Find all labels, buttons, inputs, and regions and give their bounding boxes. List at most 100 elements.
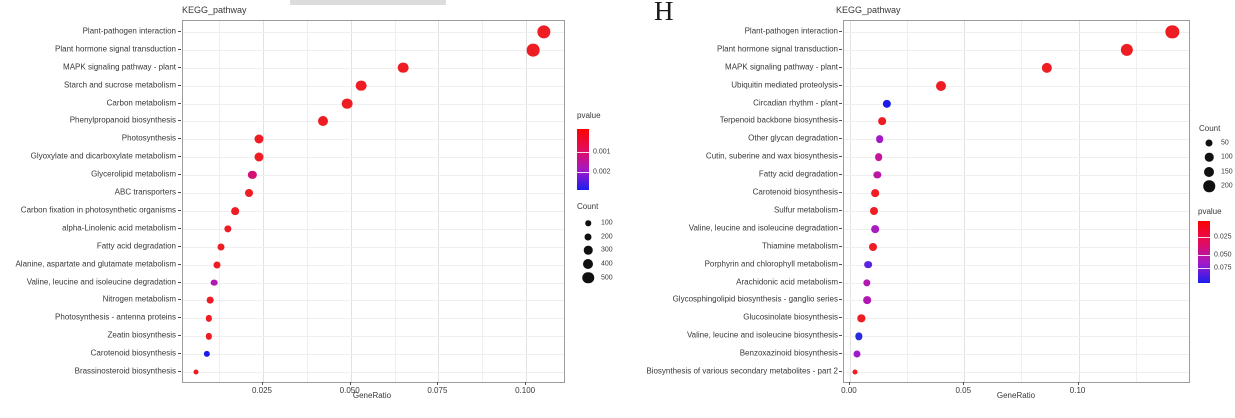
x-axis-tick-label: 0.075: [427, 386, 448, 395]
y-axis-label: Other glycan degradation: [748, 133, 838, 143]
data-point: [1041, 62, 1052, 73]
pvalue-colorbar: [577, 129, 589, 190]
y-axis-label: Valine, leucine and isoleucine degradati…: [26, 277, 176, 287]
x-axis-label-left: GeneRatio: [352, 391, 392, 400]
y-axis-tick: [839, 192, 842, 194]
data-point: [526, 43, 540, 57]
y-axis-tick: [839, 299, 842, 301]
data-point: [878, 117, 886, 126]
gridline-horizontal: [183, 85, 564, 87]
data-point: [244, 189, 253, 198]
legend-count-title-right: Count: [1199, 124, 1221, 133]
x-axis-tick-label: 0.100: [515, 386, 536, 395]
x-axis-tick-label: 0.10: [1069, 386, 1086, 395]
gridline-horizontal: [183, 228, 564, 230]
gridline-horizontal: [844, 354, 1189, 356]
y-axis-label: Fatty acid degradation: [758, 169, 838, 179]
gridline-horizontal: [183, 49, 564, 51]
count-legend-dot: [1204, 153, 1214, 162]
data-point: [873, 171, 882, 179]
gridline-horizontal: [183, 121, 564, 123]
y-axis-tick: [839, 263, 842, 265]
y-axis-tick: [178, 66, 181, 68]
y-axis-label: Terpenoid backbone biosynthesis: [719, 115, 838, 125]
pvalue-colorbar-tick: [577, 171, 589, 173]
y-axis-tick: [178, 174, 181, 176]
gridline-horizontal: [844, 210, 1189, 212]
gridline-minor-vertical: [394, 21, 396, 382]
count-legend-label: 100: [601, 219, 613, 227]
x-axis-tick-label: 0.050: [339, 386, 360, 395]
y-axis-label: Benzoxazinoid biosynthesis: [739, 348, 838, 358]
pvalue-colorbar-tick: [1198, 255, 1210, 257]
y-axis-tick: [839, 120, 842, 122]
y-axis-label: Thiamine metabolism: [761, 241, 838, 251]
y-axis-label: Cutin, suberine and wax biosynthesis: [705, 151, 838, 161]
y-axis-label: Carotenoid biosynthesis: [752, 187, 838, 197]
gridline-major-vertical: [526, 21, 528, 382]
gridline-horizontal: [183, 193, 564, 195]
count-legend-label: 400: [601, 260, 613, 268]
gridline-horizontal: [844, 85, 1189, 87]
count-legend-label: 300: [601, 246, 613, 254]
gridline-horizontal: [844, 372, 1189, 373]
y-axis-label: Photosynthesis - antenna proteins: [55, 312, 176, 322]
y-axis-tick: [178, 138, 181, 140]
gridline-horizontal: [844, 157, 1189, 159]
x-axis-tick: [261, 382, 263, 385]
gridline-minor-vertical: [306, 21, 308, 382]
data-point: [317, 116, 328, 127]
data-point: [217, 243, 225, 251]
count-legend-dot: [585, 220, 591, 226]
y-axis-label: Plant-pathogen interaction: [82, 26, 176, 36]
data-point: [207, 297, 214, 304]
pvalue-colorbar: [1198, 221, 1210, 283]
y-axis-tick: [839, 317, 842, 319]
count-legend-label: 200: [1221, 182, 1233, 190]
y-axis-label: Fatty acid degradation: [96, 241, 176, 251]
pvalue-colorbar-tick-label: 0.001: [593, 148, 611, 156]
gridline-horizontal: [183, 372, 564, 373]
y-axis-label: alpha-Linolenic acid metabolism: [62, 223, 176, 233]
y-axis-tick: [839, 102, 842, 104]
y-axis-label: Carbon fixation in photosynthetic organi…: [20, 205, 176, 215]
x-axis-tick: [848, 382, 850, 385]
panel-label-h: H: [654, 0, 674, 26]
x-axis-tick: [437, 382, 439, 385]
gridline-horizontal: [844, 121, 1189, 123]
gridline-horizontal: [844, 318, 1189, 320]
y-axis-label: Valine, leucine and isoleucine biosynthe…: [686, 330, 838, 340]
data-point: [1120, 43, 1133, 57]
gridline-horizontal: [844, 49, 1189, 51]
y-axis-tick: [839, 31, 842, 32]
pvalue-colorbar-tick-label: 0.025: [1214, 233, 1232, 241]
data-point: [882, 99, 891, 108]
data-point: [397, 62, 409, 74]
data-point: [871, 224, 879, 233]
y-axis-label: Ubiquitin mediated proteolysis: [731, 80, 838, 90]
x-axis-tick-label: 0.025: [251, 386, 272, 395]
y-axis-tick: [178, 227, 181, 229]
y-axis-tick: [178, 281, 181, 283]
legend-count-title-left: Count: [577, 202, 599, 211]
cropped-artifact-bar: [290, 0, 446, 5]
data-point: [193, 369, 199, 375]
y-axis-tick: [178, 31, 181, 32]
gridline-horizontal: [183, 354, 564, 356]
data-point: [248, 171, 257, 180]
data-point: [868, 242, 877, 251]
count-legend-dot: [1204, 166, 1214, 177]
pvalue-colorbar-tick-label: 0.002: [593, 168, 611, 176]
count-legend-dot: [582, 272, 594, 284]
x-axis-tick: [963, 382, 965, 385]
data-point: [1165, 25, 1179, 39]
pvalue-colorbar-tick: [1198, 268, 1210, 270]
gridline-horizontal: [183, 210, 564, 212]
y-axis-label: Glycosphingolipid biosynthesis - ganglio…: [672, 294, 838, 304]
y-axis-tick: [178, 120, 181, 122]
gridline-minor-vertical: [1135, 21, 1137, 382]
gridline-minor-vertical: [1021, 21, 1023, 382]
data-point: [852, 369, 858, 375]
data-point: [205, 333, 212, 340]
gridline-horizontal: [183, 246, 564, 248]
